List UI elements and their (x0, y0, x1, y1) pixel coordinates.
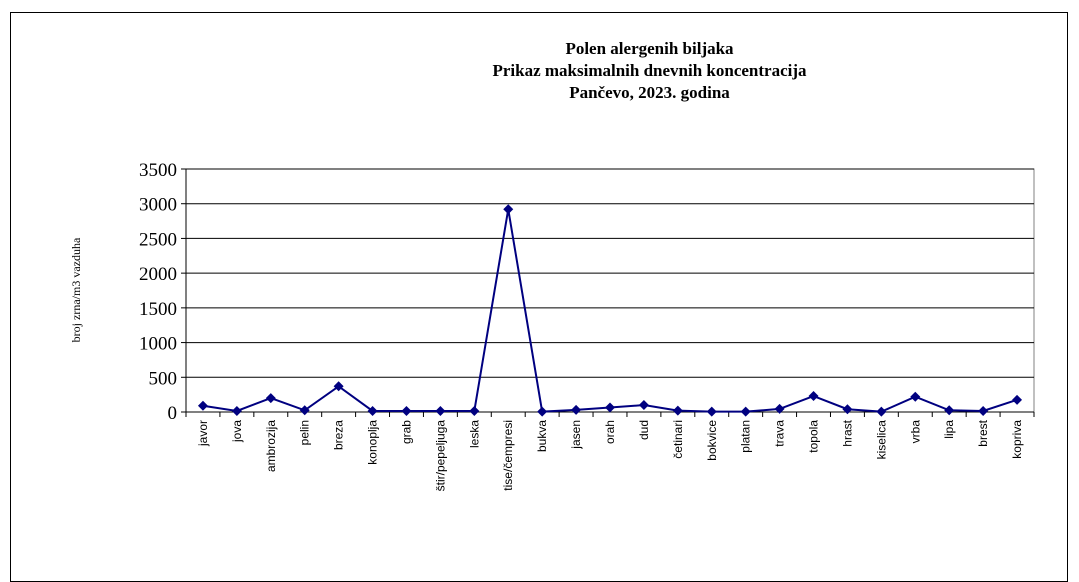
data-point (333, 381, 344, 392)
y-tick-label: 2500 (139, 229, 177, 250)
x-tick-label: trava (773, 420, 787, 447)
chart-title-line-3: Pančevo, 2023. godina (569, 83, 730, 102)
x-tick-label: kopriva (1010, 420, 1024, 459)
y-tick-label: 1500 (139, 299, 177, 320)
x-tick-label: štir/pepeljuga (433, 420, 447, 492)
data-point (469, 405, 480, 416)
data-point (740, 406, 751, 417)
x-tick-label: lipa (942, 420, 956, 439)
x-tick-label: tise/čempresi (501, 420, 515, 491)
y-tick-label: 2000 (139, 264, 177, 285)
data-point (571, 404, 582, 415)
y-axis-label: broj zrna/m3 vazduha (69, 237, 83, 342)
x-tick-label: leska (467, 420, 481, 448)
data-point (435, 405, 446, 416)
y-tick-label: 3000 (139, 195, 177, 216)
data-point (672, 405, 683, 416)
x-tick-label: jova (230, 420, 244, 443)
chart-title-line-2: Prikaz maksimalnih dnevnih koncentracija (492, 61, 807, 80)
y-tick-labels: 0 500 1000 1500 2000 2500 3000 3500 (139, 160, 177, 424)
data-point (774, 403, 785, 414)
data-point (605, 402, 615, 413)
chart-title: Polen alergenih biljaka Prikaz maksimaln… (0, 38, 1079, 104)
y-tick-label: 0 (168, 403, 178, 424)
plot-area (185, 168, 1035, 413)
data-point (197, 400, 208, 411)
x-tick-label: bokvice (705, 420, 719, 461)
data-point (231, 405, 242, 416)
x-tick-label: breza (332, 420, 346, 450)
x-tick-label: ambrozija (264, 420, 278, 472)
data-point (503, 204, 514, 215)
data-point (876, 406, 887, 417)
series-line (202, 209, 1018, 413)
x-tick-labels: javor jova ambrozija pelin breza konoplja grab… (196, 419, 1024, 491)
x-tick-label: jasen (569, 420, 583, 450)
y-tick-label: 3500 (139, 160, 177, 181)
x-tick-label: javor (196, 420, 210, 447)
data-point (1012, 394, 1023, 405)
data-point (638, 400, 649, 411)
x-tick-label: brest (976, 419, 990, 446)
x-tick-label: topola (807, 420, 821, 453)
data-point (537, 406, 548, 417)
x-tick-label: kiselica (874, 420, 888, 460)
data-point (910, 391, 921, 402)
x-tick-label: četinari (671, 420, 685, 459)
x-tick-label: pelin (298, 420, 312, 445)
data-point (299, 405, 310, 416)
data-point (978, 405, 989, 416)
chart-title-line-1: Polen alergenih biljaka (565, 39, 734, 58)
x-tick-label: grab (399, 420, 413, 444)
y-tick-label: 1000 (139, 334, 177, 355)
data-point (808, 391, 819, 402)
y-tick-label: 500 (149, 368, 178, 389)
data-point (265, 393, 276, 404)
x-tick-label: konoplja (366, 420, 380, 465)
x-tick-label: bukva (535, 420, 549, 452)
x-tick-label: vrba (908, 420, 922, 444)
data-markers (197, 204, 1023, 417)
data-point (842, 404, 853, 415)
x-tick-label: orah (603, 420, 617, 444)
data-point (944, 405, 955, 416)
x-tick-label: hrast (840, 419, 854, 446)
gridlines (185, 168, 1035, 413)
data-point (706, 406, 717, 417)
x-tick-label: platan (739, 420, 753, 453)
x-tick-label: dud (637, 420, 651, 440)
data-point (401, 405, 412, 416)
data-point (367, 405, 378, 416)
axes (181, 168, 1035, 417)
